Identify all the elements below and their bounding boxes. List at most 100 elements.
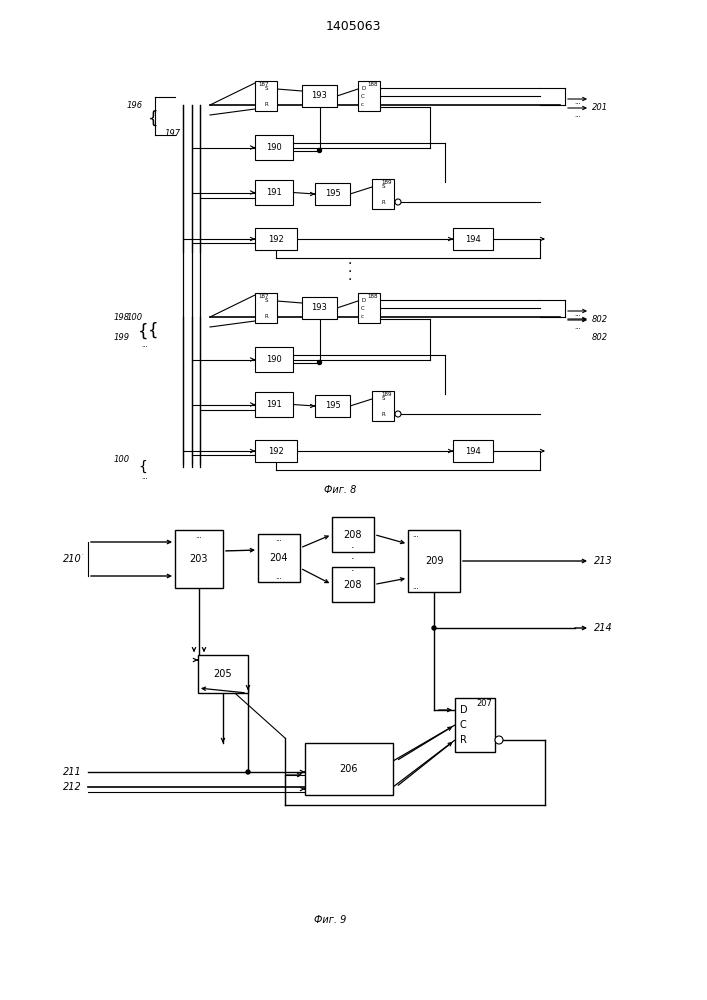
Text: 187: 187 xyxy=(258,294,269,298)
Text: 195: 195 xyxy=(325,401,340,410)
Bar xyxy=(332,567,374,602)
Text: 100: 100 xyxy=(127,312,143,322)
Text: 100: 100 xyxy=(114,454,130,464)
Bar xyxy=(408,530,460,592)
Text: 194: 194 xyxy=(465,446,481,456)
Text: C: C xyxy=(361,94,365,99)
Text: 188: 188 xyxy=(368,82,378,87)
Text: R: R xyxy=(381,200,385,205)
Text: 802: 802 xyxy=(592,316,608,324)
Bar xyxy=(315,395,350,417)
Text: ...: ... xyxy=(276,536,282,542)
Text: D: D xyxy=(361,298,366,302)
Text: .: . xyxy=(348,269,352,283)
Bar xyxy=(255,180,293,205)
Text: 208: 208 xyxy=(344,530,362,540)
Bar xyxy=(455,698,495,752)
Bar xyxy=(255,135,293,160)
Text: 193: 193 xyxy=(312,304,327,312)
Circle shape xyxy=(395,411,401,417)
Text: 190: 190 xyxy=(266,143,282,152)
Text: 192: 192 xyxy=(268,446,284,456)
Text: 210: 210 xyxy=(63,554,82,564)
Text: ·
·
·: · · · xyxy=(351,543,355,576)
Text: 207: 207 xyxy=(476,698,492,708)
Text: .: . xyxy=(348,261,352,275)
Text: ...: ... xyxy=(196,533,202,539)
Text: ...: ... xyxy=(575,112,581,118)
Text: ...: ... xyxy=(226,546,233,552)
Bar xyxy=(305,743,393,795)
Bar xyxy=(453,228,493,250)
Text: 198: 198 xyxy=(114,312,130,322)
Text: 201: 201 xyxy=(592,104,608,112)
Text: ...: ... xyxy=(412,584,419,590)
Bar xyxy=(372,391,394,421)
Text: 204: 204 xyxy=(270,553,288,563)
Bar xyxy=(372,179,394,209)
Text: {: { xyxy=(148,110,158,128)
Text: 193: 193 xyxy=(312,92,327,101)
Circle shape xyxy=(395,199,401,205)
Text: ...: ... xyxy=(575,311,581,317)
Text: -: - xyxy=(82,552,83,556)
Text: 213: 213 xyxy=(594,556,613,566)
Text: R: R xyxy=(264,314,268,318)
Text: D: D xyxy=(460,705,467,715)
Text: 802: 802 xyxy=(592,332,608,342)
Text: {: { xyxy=(138,323,148,341)
Text: 212: 212 xyxy=(63,782,82,792)
Text: 208: 208 xyxy=(344,580,362,589)
Text: 187: 187 xyxy=(258,82,269,87)
Text: 191: 191 xyxy=(266,400,282,409)
Text: Фиг. 9: Фиг. 9 xyxy=(314,915,346,925)
Text: S: S xyxy=(264,298,268,302)
Bar xyxy=(302,297,337,319)
Text: C: C xyxy=(361,306,365,310)
Text: 191: 191 xyxy=(266,188,282,197)
Text: Фиг. 8: Фиг. 8 xyxy=(324,485,356,495)
Text: 206: 206 xyxy=(340,764,358,774)
Bar xyxy=(332,517,374,552)
Text: {: { xyxy=(148,322,158,340)
Text: S: S xyxy=(381,395,385,400)
Circle shape xyxy=(317,148,322,152)
Text: 197: 197 xyxy=(165,128,181,137)
Bar xyxy=(315,183,350,205)
Text: 211: 211 xyxy=(63,767,82,777)
Text: 214: 214 xyxy=(594,623,613,633)
Text: 188: 188 xyxy=(368,294,378,298)
Text: c: c xyxy=(361,314,364,318)
Bar xyxy=(302,85,337,107)
Text: c: c xyxy=(361,102,364,106)
Bar xyxy=(255,81,277,111)
Text: 192: 192 xyxy=(268,234,284,243)
Text: ...: ... xyxy=(575,99,581,105)
Text: 209: 209 xyxy=(425,556,443,566)
Text: ...: ... xyxy=(141,342,148,348)
Bar xyxy=(255,293,277,323)
Text: ...: ... xyxy=(412,532,419,538)
Text: 194: 194 xyxy=(465,234,481,243)
Text: ...: ... xyxy=(575,324,581,330)
Text: 205: 205 xyxy=(214,669,233,679)
Text: S: S xyxy=(381,184,385,188)
Text: 189: 189 xyxy=(382,180,392,184)
Text: 195: 195 xyxy=(325,190,340,198)
Text: {: { xyxy=(139,460,148,474)
Text: 1405063: 1405063 xyxy=(325,20,381,33)
Bar xyxy=(358,293,380,323)
Bar xyxy=(358,81,380,111)
Text: ...: ... xyxy=(141,474,148,480)
Text: D: D xyxy=(361,86,366,91)
Text: ...: ... xyxy=(276,574,282,580)
Text: 189: 189 xyxy=(382,391,392,396)
Bar xyxy=(255,392,293,417)
Text: 199: 199 xyxy=(114,332,130,342)
Bar xyxy=(198,655,248,693)
Bar xyxy=(255,228,297,250)
Circle shape xyxy=(246,770,250,774)
Bar xyxy=(258,534,300,582)
Text: S: S xyxy=(264,86,268,91)
Text: 203: 203 xyxy=(189,554,209,564)
